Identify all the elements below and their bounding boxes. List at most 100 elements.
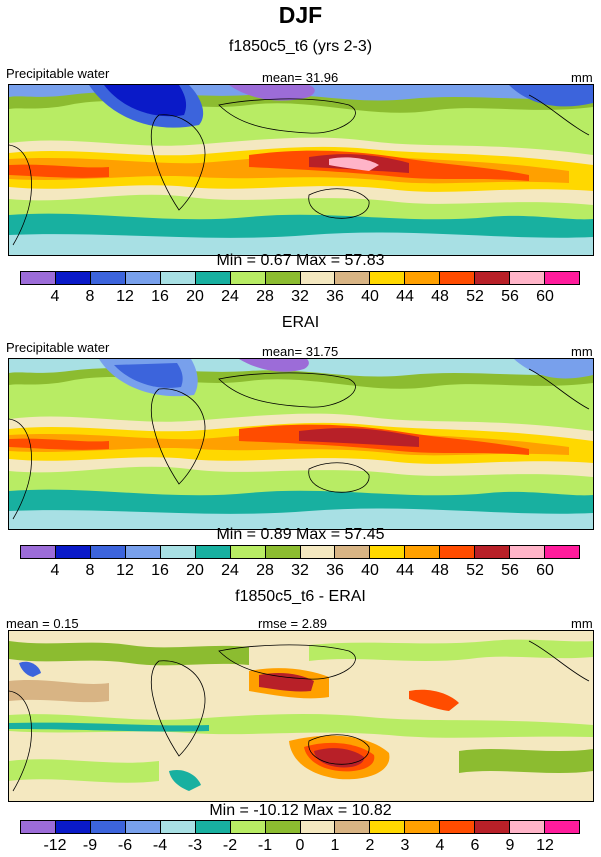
colorbar-box bbox=[125, 821, 161, 833]
panel-2-subtitle: ERAI bbox=[281, 314, 320, 331]
colorbar-tick: 44 bbox=[396, 562, 414, 579]
panel-3-subtitle: f1850c5_t6 - ERAI bbox=[235, 588, 366, 605]
colorbar-tick: 24 bbox=[221, 288, 239, 305]
colorbar-box bbox=[475, 272, 511, 284]
colorbar-tick: 16 bbox=[151, 562, 169, 579]
panel-1-colorbar-ticks: 4 8 12 16 20 24 28 32 36 40 44 48 52 56 … bbox=[20, 288, 580, 306]
colorbar-box bbox=[335, 272, 371, 284]
panel-1-mean-label: mean= 31.96 bbox=[262, 70, 339, 85]
colorbar-tick: 60 bbox=[536, 288, 554, 305]
colorbar-box bbox=[21, 546, 56, 558]
panel-3-rmse-label: rmse = 2.89 bbox=[258, 616, 328, 631]
colorbar-tick: 4 bbox=[50, 288, 60, 305]
colorbar-tick: -12 bbox=[43, 837, 67, 854]
colorbar-box bbox=[195, 272, 231, 284]
colorbar-tick: 12 bbox=[116, 562, 134, 579]
colorbar-tick: 28 bbox=[256, 288, 274, 305]
colorbar-box bbox=[300, 546, 336, 558]
page-title: DJF bbox=[278, 2, 323, 28]
colorbar-box bbox=[195, 821, 231, 833]
colorbar-tick: 4 bbox=[435, 837, 445, 854]
colorbar-box bbox=[440, 546, 476, 558]
panel-2-mean-label: mean= 31.75 bbox=[262, 344, 339, 359]
colorbar-tick: 8 bbox=[85, 288, 95, 305]
colorbar-box bbox=[300, 821, 336, 833]
colorbar-tick: -6 bbox=[117, 837, 133, 854]
colorbar-box bbox=[55, 821, 91, 833]
colorbar-box bbox=[405, 546, 441, 558]
colorbar-box bbox=[370, 272, 406, 284]
colorbar-tick: 20 bbox=[186, 562, 204, 579]
colorbar-tick: 16 bbox=[151, 288, 169, 305]
colorbar-tick: 4 bbox=[50, 562, 60, 579]
panel-3-map bbox=[8, 630, 594, 802]
colorbar-box bbox=[265, 272, 301, 284]
colorbar-tick: 36 bbox=[326, 288, 344, 305]
panel-2-variable-label: Precipitable water bbox=[6, 340, 110, 355]
panel-1-minmax: Min = 0.67 Max = 57.83 bbox=[216, 252, 385, 269]
colorbar-tick: 3 bbox=[400, 837, 410, 854]
panel-2-colorbar-ticks: 4 8 12 16 20 24 28 32 36 40 44 48 52 56 … bbox=[20, 562, 580, 580]
colorbar-box bbox=[160, 546, 196, 558]
colorbar-box bbox=[510, 546, 546, 558]
colorbar-box bbox=[300, 272, 336, 284]
colorbar-tick: 32 bbox=[291, 288, 309, 305]
panel-3-mean-label: mean = 0.15 bbox=[6, 616, 79, 631]
colorbar-box bbox=[230, 821, 266, 833]
colorbar-tick: 56 bbox=[501, 562, 519, 579]
colorbar-box bbox=[125, 546, 161, 558]
colorbar-box bbox=[475, 546, 511, 558]
panel-2-map bbox=[8, 358, 594, 530]
colorbar-tick: 44 bbox=[396, 288, 414, 305]
colorbar-tick: 20 bbox=[186, 288, 204, 305]
panel-3-colorbar-ticks: -12 -9 -6 -4 -3 -2 -1 0 1 2 3 4 6 9 12 bbox=[20, 837, 580, 855]
colorbar-box bbox=[545, 821, 579, 833]
colorbar-box bbox=[335, 821, 371, 833]
colorbar-box bbox=[125, 272, 161, 284]
colorbar-box bbox=[55, 546, 91, 558]
colorbar-tick: -4 bbox=[152, 837, 168, 854]
panel-2-colorbar bbox=[20, 545, 580, 559]
colorbar-tick: 24 bbox=[221, 562, 239, 579]
colorbar-box bbox=[440, 821, 476, 833]
panel-1-subtitle: f1850c5_t6 (yrs 2-3) bbox=[228, 38, 373, 55]
colorbar-box bbox=[55, 272, 91, 284]
colorbar-box bbox=[21, 272, 56, 284]
panel-1-map bbox=[8, 84, 594, 256]
colorbar-tick: 12 bbox=[536, 837, 554, 854]
colorbar-box bbox=[230, 546, 266, 558]
colorbar-box bbox=[510, 821, 546, 833]
colorbar-box bbox=[160, 272, 196, 284]
colorbar-tick: 6 bbox=[470, 837, 480, 854]
colorbar-tick: 1 bbox=[330, 837, 340, 854]
colorbar-box bbox=[230, 272, 266, 284]
panel-1-variable-label: Precipitable water bbox=[6, 66, 110, 81]
colorbar-tick: -3 bbox=[187, 837, 203, 854]
colorbar-tick: 12 bbox=[116, 288, 134, 305]
colorbar-box bbox=[265, 546, 301, 558]
colorbar-box bbox=[90, 821, 126, 833]
colorbar-box bbox=[545, 546, 579, 558]
colorbar-box bbox=[405, 272, 441, 284]
colorbar-box bbox=[405, 821, 441, 833]
colorbar-box bbox=[160, 821, 196, 833]
colorbar-box bbox=[90, 272, 126, 284]
colorbar-box bbox=[90, 546, 126, 558]
colorbar-box bbox=[510, 272, 546, 284]
colorbar-tick: 32 bbox=[291, 562, 309, 579]
colorbar-tick: 28 bbox=[256, 562, 274, 579]
colorbar-tick: 52 bbox=[466, 562, 484, 579]
colorbar-tick: -2 bbox=[222, 837, 238, 854]
colorbar-tick: 40 bbox=[361, 288, 379, 305]
colorbar-box bbox=[265, 821, 301, 833]
colorbar-tick: 52 bbox=[466, 288, 484, 305]
colorbar-tick: 0 bbox=[295, 837, 305, 854]
colorbar-box bbox=[440, 272, 476, 284]
colorbar-tick: 60 bbox=[536, 562, 554, 579]
colorbar-tick: 48 bbox=[431, 562, 449, 579]
panel-1-units-label: mm bbox=[571, 70, 593, 85]
colorbar-tick: 36 bbox=[326, 562, 344, 579]
colorbar-box bbox=[370, 821, 406, 833]
panel-2-units-label: mm bbox=[571, 344, 593, 359]
colorbar-tick: 2 bbox=[365, 837, 375, 854]
